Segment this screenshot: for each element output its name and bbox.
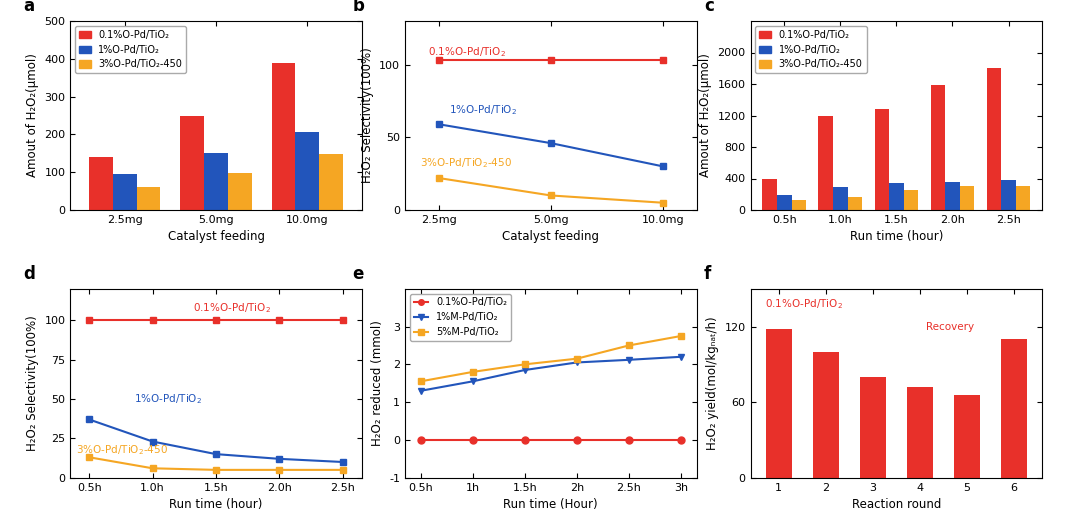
Bar xyxy=(813,352,839,478)
Bar xyxy=(271,62,295,210)
Bar xyxy=(889,183,904,210)
X-axis label: Run time (hour): Run time (hour) xyxy=(850,230,943,244)
Text: 0.1%O-Pd/TiO$_2$: 0.1%O-Pd/TiO$_2$ xyxy=(192,301,271,315)
Bar xyxy=(1001,181,1016,210)
Text: 3%O-Pd/TiO$_2$-450: 3%O-Pd/TiO$_2$-450 xyxy=(76,443,168,457)
Legend: 0.1%O-Pd/TiO₂, 1%O-Pd/TiO₂, 3%O-Pd/TiO₂-450: 0.1%O-Pd/TiO₂, 1%O-Pd/TiO₂, 3%O-Pd/TiO₂-… xyxy=(756,26,866,74)
Text: f: f xyxy=(704,265,712,283)
Bar xyxy=(204,153,228,210)
Y-axis label: Amout of H₂O₂(μmol): Amout of H₂O₂(μmol) xyxy=(26,54,39,177)
Bar xyxy=(954,395,980,478)
Text: 0.1%O-Pd/TiO$_2$: 0.1%O-Pd/TiO$_2$ xyxy=(429,45,507,59)
Text: a: a xyxy=(24,0,35,15)
Bar xyxy=(113,174,137,210)
Bar xyxy=(987,68,1001,210)
Text: 0.1%O-Pd/TiO$_2$: 0.1%O-Pd/TiO$_2$ xyxy=(765,298,843,311)
Text: d: d xyxy=(24,265,36,283)
Bar xyxy=(848,197,862,210)
Bar xyxy=(907,387,933,478)
Y-axis label: Amout of H₂O₂(μmol): Amout of H₂O₂(μmol) xyxy=(699,54,712,177)
Y-axis label: H₂O₂ yield(mol/kgₙₐₜ/h): H₂O₂ yield(mol/kgₙₐₜ/h) xyxy=(706,317,719,450)
Bar xyxy=(819,116,833,210)
X-axis label: Run time (Hour): Run time (Hour) xyxy=(503,498,598,511)
Text: 3%O-Pd/TiO$_2$-450: 3%O-Pd/TiO$_2$-450 xyxy=(419,156,512,170)
Bar xyxy=(904,190,918,210)
Bar xyxy=(180,116,204,210)
Bar xyxy=(931,85,945,210)
Legend: 0.1%O-Pd/TiO₂, 1%M-Pd/TiO₂, 5%M-Pd/TiO₂: 0.1%O-Pd/TiO₂, 1%M-Pd/TiO₂, 5%M-Pd/TiO₂ xyxy=(410,293,511,341)
X-axis label: Catalyst feeding: Catalyst feeding xyxy=(502,230,599,244)
Text: 1%O-Pd/TiO$_2$: 1%O-Pd/TiO$_2$ xyxy=(134,392,202,406)
Bar xyxy=(945,182,960,210)
Bar xyxy=(833,187,848,210)
X-axis label: Reaction round: Reaction round xyxy=(852,498,941,511)
X-axis label: Run time (hour): Run time (hour) xyxy=(170,498,262,511)
Bar xyxy=(1001,339,1027,478)
Text: e: e xyxy=(352,265,364,283)
Bar xyxy=(1016,185,1030,210)
Bar xyxy=(766,329,792,478)
Bar xyxy=(295,132,319,210)
Bar xyxy=(860,377,886,478)
Legend: 0.1%O-Pd/TiO₂, 1%O-Pd/TiO₂, 3%O-Pd/TiO₂-450: 0.1%O-Pd/TiO₂, 1%O-Pd/TiO₂, 3%O-Pd/TiO₂-… xyxy=(76,26,186,74)
Y-axis label: H₂O₂ Selectivity(100%): H₂O₂ Selectivity(100%) xyxy=(361,48,374,183)
Text: b: b xyxy=(352,0,364,15)
Text: Recovery: Recovery xyxy=(926,322,974,332)
Bar xyxy=(777,195,792,210)
Y-axis label: H₂O₂ Selectivity(100%): H₂O₂ Selectivity(100%) xyxy=(26,316,39,451)
X-axis label: Catalyst feeding: Catalyst feeding xyxy=(167,230,265,244)
Bar xyxy=(319,154,342,210)
Bar xyxy=(762,180,777,210)
Bar xyxy=(228,173,252,210)
Bar xyxy=(137,187,161,210)
Y-axis label: H₂O₂ reduced (mmol): H₂O₂ reduced (mmol) xyxy=(370,320,383,446)
Bar xyxy=(960,186,974,210)
Bar xyxy=(792,200,806,210)
Bar xyxy=(875,109,889,210)
Text: 1%O-Pd/TiO$_2$: 1%O-Pd/TiO$_2$ xyxy=(449,103,517,118)
Bar xyxy=(90,157,113,210)
Text: c: c xyxy=(704,0,714,15)
